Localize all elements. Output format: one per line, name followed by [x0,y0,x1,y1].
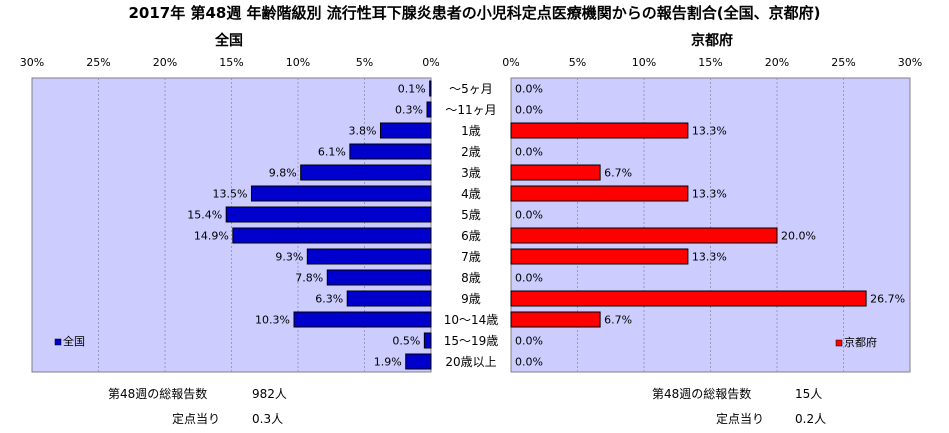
age-category-label: 20歳以上 [445,355,496,369]
left-per-label: 定点当り [172,412,221,426]
age-category-label: 3歳 [461,166,481,180]
kyoto-tick-label: 0% [502,56,519,69]
kyoto-data-label: 0.0% [515,146,543,159]
national-panel-title: 全国 [214,32,243,49]
kyoto-data-label: 0.0% [515,209,543,222]
national-data-label: 10.3% [255,314,290,327]
kyoto-data-label: 6.7% [604,314,632,327]
national-data-label: 3.8% [349,125,377,138]
national-data-label: 6.3% [315,293,343,306]
kyoto-bar [510,227,778,244]
national-bar [429,80,432,97]
right-total-value: 15人 [795,387,823,401]
kyoto-data-label: 20.0% [781,230,816,243]
kyoto-tick-label: 30% [898,56,922,69]
age-category-label: 2歳 [461,145,481,159]
kyoto-legend-label: 京都府 [844,335,877,349]
national-bar [426,101,432,118]
kyoto-tick-label: 5% [569,56,586,69]
kyoto-data-label: 0.0% [515,272,543,285]
national-data-label: 6.1% [318,146,346,159]
age-category-label: 6歳 [461,229,481,243]
kyoto-legend-swatch [835,339,843,347]
kyoto-tick-label: 20% [765,56,789,69]
kyoto-data-label: 0.0% [515,104,543,117]
kyoto-data-label: 0.0% [515,335,543,348]
kyoto-data-label: 0.0% [515,83,543,96]
national-data-label: 9.3% [275,251,303,264]
kyoto-data-label: 13.3% [692,188,727,201]
age-category-label: ～5ヶ月 [449,82,493,96]
national-bar [225,206,432,223]
national-bar [250,185,432,202]
age-category-label: 15～19歳 [444,334,499,348]
national-bar [306,248,432,265]
age-category-label: 5歳 [461,208,481,222]
national-tick-label: 0% [422,56,439,69]
left-per-value: 0.3人 [252,412,284,426]
chart-title: 2017年 第48週 年齢階級別 流行性耳下腺炎患者の小児科定点医療機関からの報… [128,4,821,22]
right-per-label: 定点当り [716,412,765,426]
right-total-label: 第48週の総報告数 [652,387,752,401]
left-total-label: 第48週の総報告数 [108,387,208,401]
national-bar [346,290,432,307]
kyoto-tick-label: 25% [831,56,855,69]
age-category-label: 4歳 [461,187,481,201]
kyoto-panel-title: 京都府 [691,32,733,49]
kyoto-bar [510,290,867,307]
national-data-label: 14.9% [194,230,229,243]
national-bar [232,227,432,244]
kyoto-tick-label: 15% [698,56,722,69]
kyoto-bar [510,185,689,202]
national-bar [349,143,432,160]
national-bar [293,311,432,328]
kyoto-data-label: 0.0% [515,356,543,369]
kyoto-bar [510,311,601,328]
national-tick-label: 15% [219,56,243,69]
kyoto-tick-label: 10% [632,56,656,69]
kyoto-bar [510,164,601,181]
national-legend-label: 全国 [63,334,85,348]
age-category-label: 1歳 [461,124,481,138]
age-category-label: 8歳 [461,271,481,285]
national-data-label: 7.8% [295,272,323,285]
national-data-label: 15.4% [187,209,222,222]
national-bar [423,332,432,349]
national-tick-label: 10% [286,56,310,69]
national-tick-label: 20% [153,56,177,69]
national-data-label: 0.5% [392,335,420,348]
national-tick-label: 25% [86,56,110,69]
kyoto-data-label: 13.3% [692,251,727,264]
left-total-value: 982人 [252,387,287,401]
national-bar [379,122,432,139]
age-category-label: 7歳 [461,250,481,264]
national-data-label: 0.1% [398,83,426,96]
national-data-label: 1.9% [374,356,402,369]
national-data-label: 9.8% [269,167,297,180]
kyoto-bar [510,248,689,265]
national-data-label: 0.3% [395,104,423,117]
national-bar [405,353,432,370]
national-legend-swatch [54,338,62,346]
right-per-value: 0.2人 [795,412,827,426]
national-bar [300,164,432,181]
age-category-label: 9歳 [461,292,481,306]
kyoto-data-label: 13.3% [692,125,727,138]
kyoto-data-label: 26.7% [870,293,905,306]
national-tick-label: 30% [20,56,44,69]
age-category-label: 10～14歳 [444,313,499,327]
national-tick-label: 5% [356,56,373,69]
kyoto-data-label: 6.7% [604,167,632,180]
kyoto-bar [510,122,689,139]
national-data-label: 13.5% [212,188,247,201]
national-bar [326,269,432,286]
age-category-label: ～11ヶ月 [445,103,496,117]
